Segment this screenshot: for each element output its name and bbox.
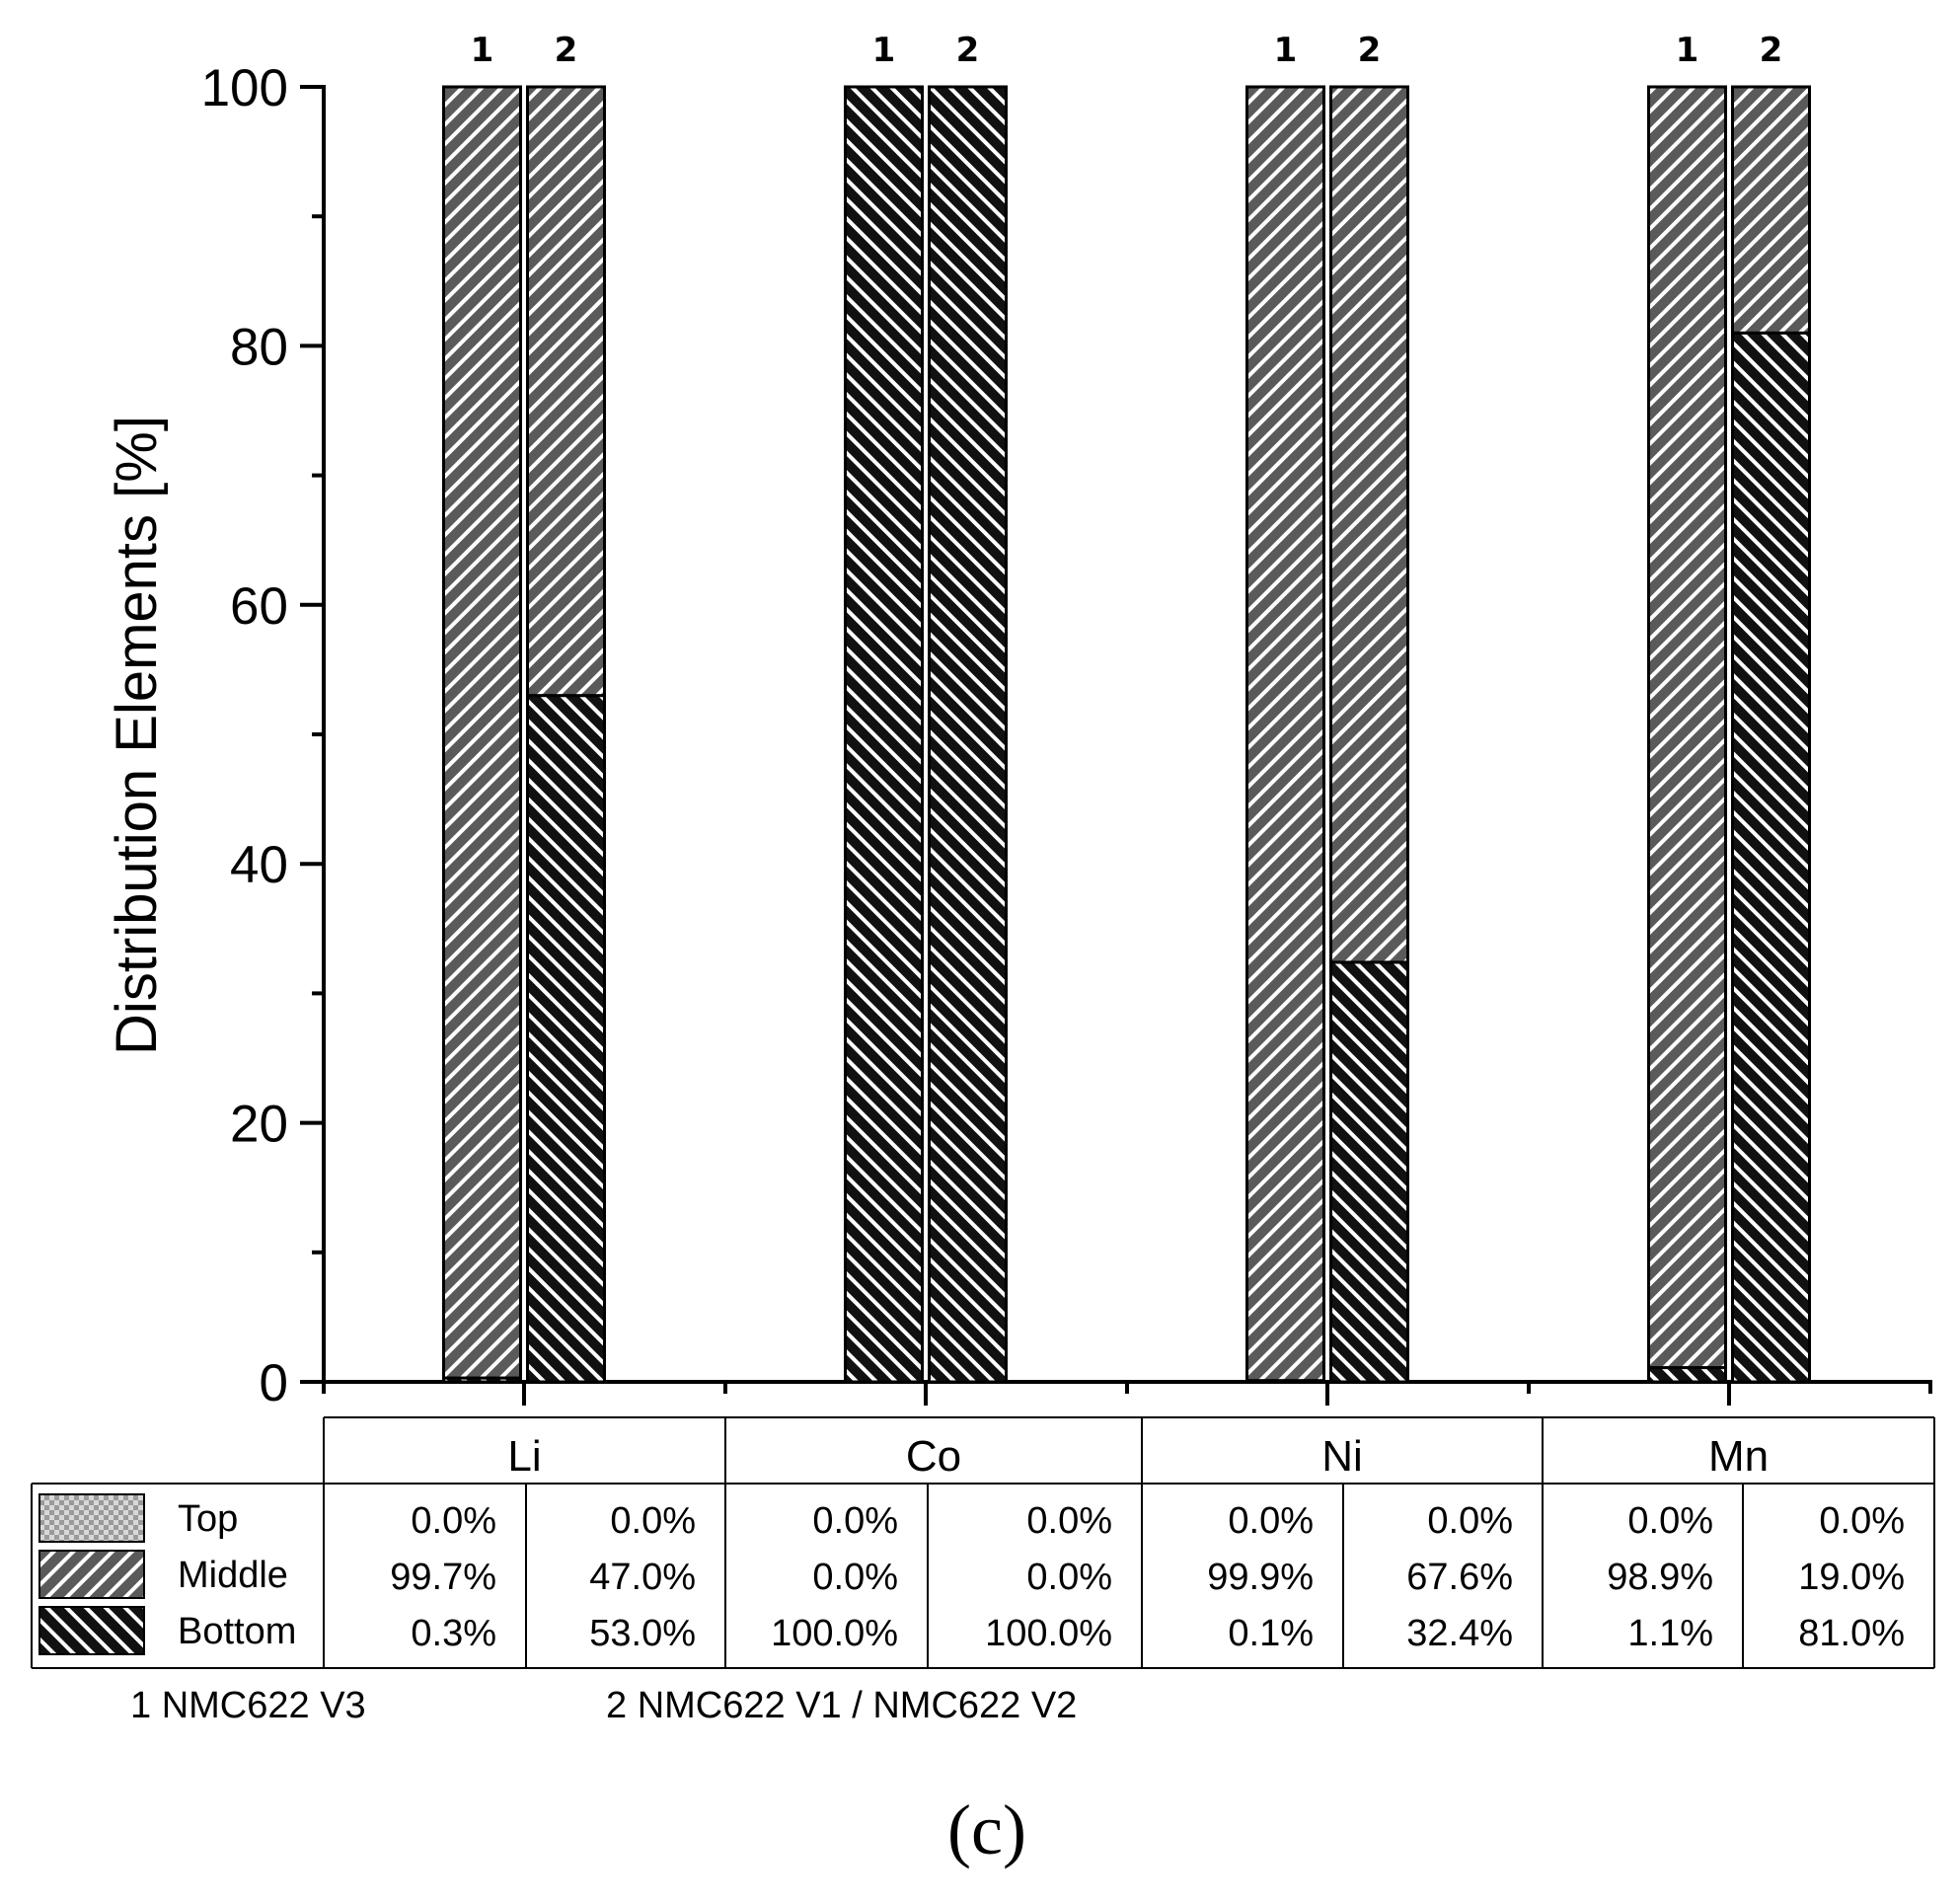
table-cell: 0.0% xyxy=(610,1500,696,1542)
bar-segment-mn-2-bottom xyxy=(1731,331,1811,1384)
y-tick-label: 0 xyxy=(260,1354,288,1412)
table-cell: 0.0% xyxy=(812,1557,898,1598)
legend-swatch-bottom xyxy=(38,1606,145,1655)
y-axis-title: Distribution Elements [%] xyxy=(105,416,169,1055)
table-header-mn: Mn xyxy=(1708,1432,1769,1481)
bar-number-label: 1 xyxy=(872,31,896,70)
table-cell: 98.9% xyxy=(1607,1557,1713,1598)
bar-number-label: 1 xyxy=(1676,31,1699,70)
table-cell: 0.1% xyxy=(1228,1613,1314,1654)
legend-label-middle: Middle xyxy=(178,1555,288,1596)
table-cell: 0.0% xyxy=(1819,1500,1905,1542)
y-tick-label: 100 xyxy=(201,59,288,117)
table-cell: 32.4% xyxy=(1406,1613,1513,1654)
table-cell: 99.7% xyxy=(390,1557,496,1598)
table-header-co: Co xyxy=(906,1432,961,1481)
table-cell: 100.0% xyxy=(771,1613,898,1654)
table-cell: 81.0% xyxy=(1798,1613,1905,1654)
legend-swatch-middle xyxy=(38,1550,145,1599)
table-cell: 1.1% xyxy=(1627,1613,1713,1654)
bar-segment-co-1-bottom xyxy=(844,85,924,1384)
y-axis: 0 20 40 60 80 100 xyxy=(201,59,326,1412)
table-cell: 0.0% xyxy=(1627,1500,1713,1542)
table-cell: 53.0% xyxy=(589,1613,696,1654)
bar-number-label: 2 xyxy=(555,31,578,70)
bar-segment-li-2-bottom xyxy=(526,694,606,1384)
legend-swatch-top xyxy=(38,1493,145,1543)
bar-segment-ni-2-bottom xyxy=(1329,960,1409,1384)
data-table: Li Co Ni Mn 0.0% 99.7% 0.3% 0.0% 47.0% 53.0% 0.0% 0… xyxy=(31,1416,1935,1669)
table-cell: 47.0% xyxy=(589,1557,696,1598)
table-cell: 0.3% xyxy=(411,1613,496,1654)
bar-segment-li-2-middle xyxy=(526,85,606,698)
y-tick-label: 20 xyxy=(230,1096,288,1154)
bar-segment-ni-1-middle xyxy=(1245,85,1325,1383)
footnote-1: 1 NMC622 V3 xyxy=(130,1685,366,1726)
bar-segment-mn-1-bottom xyxy=(1647,1366,1727,1384)
table-cell: 0.0% xyxy=(1026,1500,1112,1542)
table-cell: 19.0% xyxy=(1798,1557,1905,1598)
table-cell: 0.0% xyxy=(1026,1557,1112,1598)
bar-number-label: 2 xyxy=(1760,31,1783,70)
bar-number-label: 1 xyxy=(1274,31,1298,70)
bar-segment-co-2-bottom xyxy=(928,85,1008,1384)
table-cell: 0.0% xyxy=(1228,1500,1314,1542)
bar-segment-ni-2-middle xyxy=(1329,85,1409,964)
x-axis xyxy=(322,1380,1932,1406)
y-tick-label: 60 xyxy=(230,577,288,636)
table-header-li: Li xyxy=(507,1432,541,1481)
table-cell: 100.0% xyxy=(985,1613,1112,1654)
legend: Top Middle Bottom xyxy=(38,1493,296,1655)
bar-number-label: 1 xyxy=(471,31,494,70)
table-cell: 0.0% xyxy=(812,1500,898,1542)
table-header-ni: Ni xyxy=(1321,1432,1363,1481)
table-cell: 0.0% xyxy=(1427,1500,1513,1542)
legend-label-top: Top xyxy=(178,1498,238,1540)
panel-label: (c) xyxy=(947,1790,1026,1869)
bar-number-label: 2 xyxy=(956,31,980,70)
legend-label-bottom: Bottom xyxy=(178,1611,296,1652)
bar-segment-li-1-middle xyxy=(442,85,522,1380)
bar-number-label: 2 xyxy=(1358,31,1382,70)
table-cell: 0.0% xyxy=(411,1500,496,1542)
y-tick-label: 40 xyxy=(230,836,288,894)
table-cell: 99.9% xyxy=(1207,1557,1314,1598)
bar-segment-mn-2-middle xyxy=(1731,85,1811,335)
bar-numbers: 1 2 1 2 1 2 1 2 xyxy=(471,31,1783,70)
bar-segment-mn-1-middle xyxy=(1647,85,1727,1370)
table-cell: 67.6% xyxy=(1406,1557,1513,1598)
y-tick-label: 80 xyxy=(230,318,288,376)
bars xyxy=(442,85,1811,1384)
footnote-2: 2 NMC622 V1 / NMC622 V2 xyxy=(606,1685,1077,1726)
